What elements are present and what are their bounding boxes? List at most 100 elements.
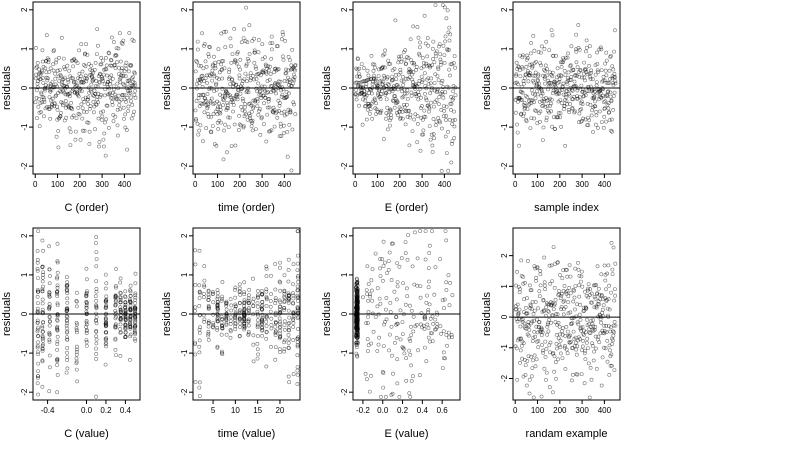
data-point: [399, 59, 404, 64]
data-point: [229, 100, 234, 104]
data-point: [96, 100, 101, 105]
data-point: [35, 344, 40, 348]
data-point: [118, 291, 123, 296]
data-point: [197, 81, 202, 86]
data-point: [57, 68, 62, 73]
data-point: [433, 3, 438, 8]
data-point: [292, 68, 297, 73]
data-point: [114, 267, 119, 271]
data-point: [64, 314, 69, 319]
data-point: [423, 115, 428, 119]
data-point: [123, 323, 128, 328]
data-point: [355, 328, 360, 333]
data-point: [246, 90, 251, 95]
data-point: [281, 32, 286, 37]
data-point: [396, 54, 401, 59]
data-point: [525, 311, 530, 316]
data-point: [267, 77, 272, 82]
data-point: [286, 55, 291, 59]
data-point: [444, 104, 449, 109]
data-point: [40, 334, 45, 338]
data-point: [526, 333, 531, 338]
data-point: [51, 68, 56, 73]
data-point: [531, 80, 536, 85]
data-point: [264, 287, 269, 292]
data-point: [526, 79, 531, 84]
y-tick-label: 1: [500, 46, 509, 51]
data-point: [561, 60, 566, 64]
data-point: [220, 76, 225, 81]
data-point: [612, 298, 617, 303]
data-point: [229, 308, 234, 313]
data-point: [238, 325, 243, 329]
data-point: [381, 264, 386, 269]
data-point: [200, 73, 205, 78]
data-point: [354, 316, 359, 321]
data-point: [543, 81, 548, 86]
data-point: [264, 295, 269, 300]
data-point: [399, 54, 404, 59]
data-point: [55, 259, 60, 264]
data-point: [219, 31, 224, 36]
data-point: [204, 64, 209, 69]
data-point: [603, 346, 608, 351]
data-point: [402, 91, 407, 96]
data-point: [431, 321, 436, 326]
data-point: [405, 115, 410, 119]
data-point: [532, 308, 537, 313]
data-point: [537, 99, 542, 104]
data-point: [54, 93, 59, 98]
data-point: [56, 145, 61, 150]
data-point: [118, 290, 123, 295]
data-point: [409, 379, 414, 383]
data-point: [132, 305, 137, 310]
data-point: [273, 345, 278, 350]
data-point: [255, 293, 260, 298]
data-point: [595, 62, 600, 66]
data-point: [389, 392, 394, 397]
data-point: [268, 41, 273, 46]
data-point: [197, 290, 202, 294]
data-point: [392, 289, 397, 294]
data-point: [413, 324, 418, 329]
data-point: [75, 344, 79, 349]
data-point: [442, 109, 447, 113]
data-point: [446, 168, 451, 173]
data-point: [524, 119, 529, 124]
data-point: [571, 372, 575, 377]
data-point: [242, 321, 247, 326]
data-point: [273, 287, 278, 292]
y-tick-label: 1: [340, 272, 349, 277]
data-point: [355, 57, 360, 62]
data-point: [426, 307, 431, 312]
data-point: [403, 302, 408, 307]
data-point: [567, 263, 572, 268]
data-point: [95, 27, 100, 32]
data-point: [92, 88, 97, 93]
data-point: [129, 116, 134, 121]
data-point: [417, 51, 421, 56]
data-point: [133, 293, 138, 298]
data-point: [586, 346, 590, 351]
data-point: [267, 97, 272, 101]
data-point: [384, 296, 389, 300]
data-point: [609, 290, 614, 295]
y-tick-label: 0: [20, 311, 29, 316]
data-point: [54, 57, 59, 62]
data-point: [532, 353, 537, 358]
data-point: [579, 279, 583, 284]
data-point: [94, 346, 98, 351]
data-point: [235, 94, 240, 99]
data-point: [565, 267, 569, 272]
data-point: [393, 18, 398, 23]
data-point: [205, 81, 209, 85]
data-point: [357, 66, 362, 71]
data-point: [291, 316, 296, 321]
data-point: [578, 68, 583, 73]
data-point: [76, 106, 81, 110]
data-point: [612, 330, 616, 335]
data-point: [608, 94, 613, 99]
data-point: [418, 106, 423, 110]
